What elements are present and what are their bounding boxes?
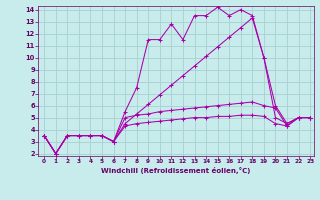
X-axis label: Windchill (Refroidissement éolien,°C): Windchill (Refroidissement éolien,°C) [101,167,251,174]
